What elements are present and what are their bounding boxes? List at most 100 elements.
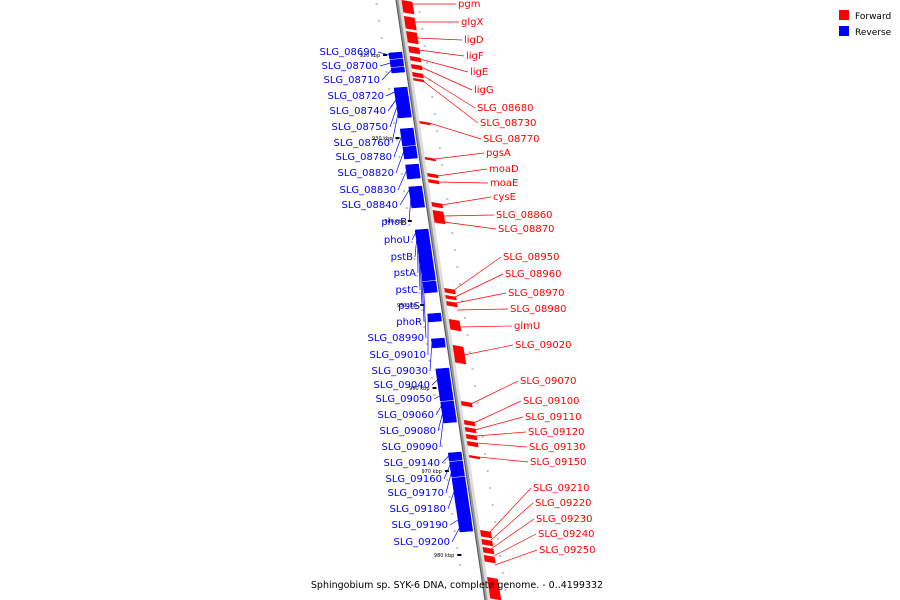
forward-gene-label: SLG_09250 (539, 545, 595, 556)
forward-gene-label: pgm (458, 0, 480, 10)
genome-axis (375, 0, 507, 600)
scale-label: 950 kbp (397, 303, 417, 309)
forward-gene-label: SLG_08980 (510, 304, 566, 315)
reverse-leader-line (381, 69, 392, 81)
reverse-gene-block (389, 58, 405, 68)
forward-gene-label: ligD (464, 35, 484, 46)
axis-line (395, 0, 488, 600)
forward-leader-line (455, 292, 507, 304)
reverse-gene-block (405, 163, 421, 180)
reverse-gene-label: phoU (384, 235, 410, 246)
reverse-gene-block (408, 185, 424, 196)
forward-leader-line (429, 122, 482, 140)
reverse-leader-line (437, 413, 443, 432)
reverse-gene-block (402, 145, 418, 160)
legend-reverse-swatch (839, 26, 849, 36)
forward-gene-label: cysE (493, 192, 516, 203)
reverse-gene-block (450, 468, 465, 478)
forward-leader-line (459, 325, 513, 328)
forward-gene-label: pgsA (486, 148, 511, 159)
scale-label: 980 kbp (434, 553, 454, 559)
reverse-leader-line (418, 255, 421, 291)
reverse-leader-line (395, 151, 404, 174)
reverse-leader-line (393, 136, 402, 158)
scale-marker (457, 554, 462, 556)
forward-gene-label: SLG_09230 (536, 514, 592, 525)
reverse-gene-block (414, 228, 430, 238)
reverse-gene-block (440, 400, 456, 412)
forward-leader-line (441, 196, 492, 206)
forward-leader-line (453, 256, 502, 291)
scale-marker (432, 387, 437, 389)
reverse-gene-label: SLG_08990 (368, 333, 424, 344)
forward-gene-label: moaE (490, 178, 518, 189)
forward-gene-label: glmU (514, 321, 540, 332)
forward-gene-label: SLG_08960 (505, 269, 561, 280)
forward-leader-line (456, 308, 509, 311)
scale-marker (444, 470, 449, 472)
reverse-gene-block (427, 312, 442, 323)
forward-gene-label: SLG_09240 (538, 529, 594, 540)
reverse-gene-block (447, 451, 463, 462)
reverse-gene-label: SLG_09190 (392, 520, 448, 531)
axis-line-shadow (396, 0, 491, 600)
reverse-leader-line (429, 342, 433, 372)
forward-leader-line (454, 273, 504, 298)
reverse-leader-line (445, 472, 452, 494)
forward-gene-label: ligF (466, 51, 484, 62)
forward-gene-label: SLG_08680 (477, 103, 533, 114)
reverse-leader-line (408, 199, 412, 223)
forward-gene-label: SLG_09020 (515, 340, 571, 351)
reverse-gene-block (393, 86, 409, 98)
forward-gene-label: glgX (461, 17, 483, 28)
forward-gene-label: moaD (489, 164, 519, 175)
scale-label: 940 kbp (384, 219, 404, 225)
forward-leader-line (489, 487, 532, 533)
reverse-gene-block (442, 415, 457, 424)
reverse-gene-label: pstC (396, 285, 418, 296)
reverse-gene-block (415, 235, 431, 245)
reverse-gene-label: SLG_09160 (386, 474, 442, 485)
reverse-gene-label: pstS (398, 301, 420, 312)
reverse-leader-line (389, 106, 398, 128)
reverse-gene-label: SLG_08690 (320, 47, 376, 58)
reverse-gene-block (397, 109, 412, 119)
forward-gene-label: SLG_08770 (483, 134, 539, 145)
axis-line-edge (395, 0, 486, 600)
reverse-leader-line (431, 379, 438, 386)
reverse-gene-label: SLG_09170 (388, 488, 444, 499)
legend: Forward Reverse (839, 10, 892, 38)
reverse-gene-label: SLG_09200 (394, 537, 450, 548)
reverse-leader-line (385, 91, 395, 97)
reverse-gene-block (418, 250, 433, 262)
reverse-leader-line (379, 62, 391, 67)
scale-marker (407, 220, 412, 222)
reverse-gene-label: SLG_09090 (382, 442, 438, 453)
reverse-gene-label: SLG_09060 (378, 410, 434, 421)
label-leader-lines (377, 3, 538, 566)
reverse-gene-label: SLG_08710 (324, 75, 380, 86)
reverse-gene-block (456, 506, 474, 533)
scale-marker (383, 54, 388, 56)
forward-leader-line (478, 456, 529, 463)
scale-marker (395, 137, 400, 139)
reverse-gene-label: SLG_08740 (330, 106, 386, 117)
reverse-gene-label: SLG_08820 (338, 168, 394, 179)
reverse-gene-block (438, 390, 454, 402)
reverse-leader-line (435, 405, 442, 416)
reverse-leader-line (443, 464, 451, 480)
scale-label: 970 kbp (421, 469, 441, 475)
reverse-gene-block (451, 476, 470, 509)
reverse-leader-line (397, 170, 407, 191)
forward-gene-label: SLG_09110 (525, 412, 581, 423)
reverse-leader-line (423, 286, 427, 339)
reverse-gene-block (409, 193, 425, 209)
forward-gene-label: SLG_09130 (529, 442, 585, 453)
reverse-gene-label: SLG_09180 (390, 504, 446, 515)
reverse-gene-block (420, 269, 436, 282)
reverse-gene-label: SLG_08840 (342, 200, 398, 211)
reverse-leader-line (391, 113, 399, 144)
reverse-gene-label: SLG_08760 (334, 138, 390, 149)
reverse-gene-label: phoR (396, 317, 422, 328)
